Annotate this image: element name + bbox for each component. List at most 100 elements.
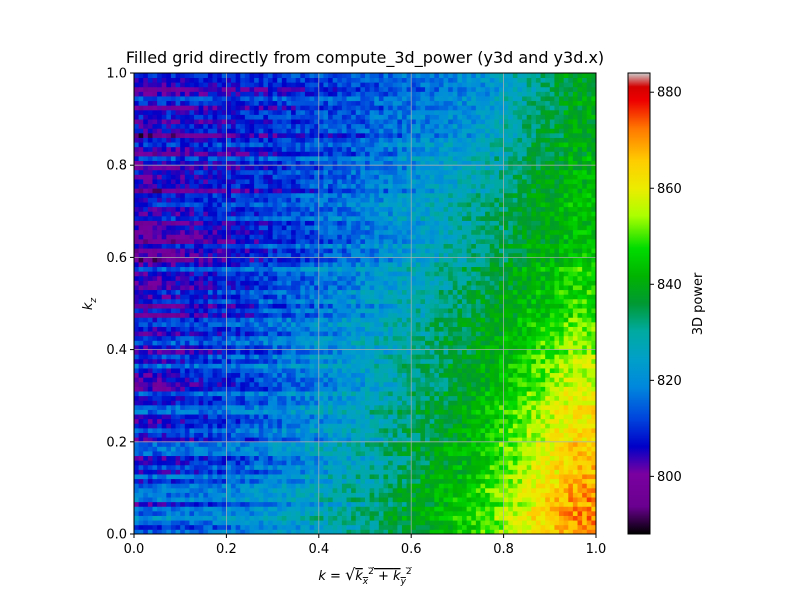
heatmap-cell [295, 409, 301, 415]
heatmap-cell [175, 483, 181, 489]
heatmap-cell [194, 326, 200, 332]
heatmap-cell [531, 520, 537, 526]
heatmap-cell [438, 363, 444, 369]
heatmap-cell [369, 529, 375, 535]
heatmap-cell [508, 372, 514, 378]
heatmap-cell [314, 404, 320, 410]
heatmap-cell [365, 340, 371, 346]
heatmap-cell [512, 529, 518, 535]
heatmap-cell [226, 455, 232, 461]
heatmap-cell [281, 340, 287, 346]
heatmap-cell [231, 529, 237, 535]
heatmap-cell [212, 312, 218, 318]
heatmap-cell [397, 455, 403, 461]
heatmap-cell [568, 372, 574, 378]
heatmap-cell [466, 381, 472, 387]
heatmap-cell [267, 515, 273, 521]
heatmap-cell [577, 391, 583, 397]
heatmap-cell [277, 409, 283, 415]
heatmap-cell [540, 381, 546, 387]
heatmap-cell [498, 363, 504, 369]
heatmap-cell [582, 331, 588, 337]
heatmap-cell [300, 363, 306, 369]
heatmap-cell [134, 372, 140, 378]
heatmap-cell [337, 515, 343, 521]
heatmap-cell [498, 404, 504, 410]
heatmap-cell [378, 321, 384, 327]
heatmap-cell [401, 524, 407, 530]
heatmap-cell [138, 381, 144, 387]
heatmap-cell [277, 483, 283, 489]
heatmap-cell [355, 321, 361, 327]
heatmap-cell [221, 492, 227, 498]
heatmap-cell [568, 404, 574, 410]
heatmap-cell [586, 377, 592, 383]
heatmap-cell [401, 354, 407, 360]
heatmap-cell [531, 377, 537, 383]
heatmap-cell [549, 524, 555, 530]
heatmap-cell [351, 437, 357, 443]
heatmap-cell [429, 400, 435, 406]
heatmap-cell [360, 423, 366, 429]
heatmap-cell [180, 524, 186, 530]
heatmap-cell [180, 326, 186, 332]
heatmap-cell [170, 474, 176, 480]
heatmap-cell [475, 423, 481, 429]
heatmap-cell [572, 460, 578, 466]
heatmap-cell [207, 335, 213, 341]
heatmap-cell [480, 335, 486, 341]
heatmap-cell [526, 478, 532, 484]
heatmap-cell [263, 317, 269, 323]
heatmap-cell [161, 501, 167, 507]
heatmap-cell [503, 478, 509, 484]
heatmap-cell [189, 409, 195, 415]
heatmap-cell [277, 441, 283, 447]
heatmap-cell [184, 414, 190, 420]
heatmap-cell [411, 395, 417, 401]
heatmap-cell [267, 409, 273, 415]
heatmap-cell [194, 432, 200, 438]
heatmap-cell [531, 400, 537, 406]
heatmap-cell [549, 474, 555, 480]
heatmap-cell [549, 331, 555, 337]
heatmap-cell [360, 391, 366, 397]
heatmap-cell [217, 363, 223, 369]
heatmap-cell [217, 460, 223, 466]
heatmap-cell [554, 506, 560, 512]
heatmap-cell [309, 363, 315, 369]
heatmap-cell [351, 321, 357, 327]
heatmap-cell [498, 469, 504, 475]
heatmap-cell [235, 340, 241, 346]
heatmap-cell [309, 395, 315, 401]
heatmap-cell [198, 395, 204, 401]
heatmap-cell [401, 404, 407, 410]
heatmap-cell [452, 363, 458, 369]
heatmap-cell [388, 409, 394, 415]
heatmap-cell [466, 529, 472, 535]
heatmap-cell [457, 363, 463, 369]
heatmap-cell [448, 372, 454, 378]
heatmap-cell [170, 326, 176, 332]
heatmap-cell [175, 423, 181, 429]
heatmap-cell [346, 464, 352, 470]
heatmap-cell [309, 400, 315, 406]
heatmap-cell [309, 414, 315, 420]
heatmap-cell [231, 446, 237, 452]
heatmap-cell [267, 308, 273, 314]
heatmap-cell [231, 524, 237, 530]
heatmap-cell [457, 520, 463, 526]
heatmap-cell [452, 506, 458, 512]
heatmap-cell [572, 524, 578, 530]
heatmap-cell [143, 515, 149, 521]
heatmap-cell [277, 344, 283, 350]
heatmap-cell [249, 409, 255, 415]
heatmap-cell [526, 404, 532, 410]
heatmap-cell [332, 395, 338, 401]
heatmap-cell [198, 515, 204, 521]
heatmap-cell [203, 400, 209, 406]
heatmap-cell [498, 451, 504, 457]
heatmap-cell [508, 303, 514, 309]
heatmap-cell [304, 464, 310, 470]
heatmap-cell [212, 386, 218, 392]
heatmap-cell [351, 524, 357, 530]
